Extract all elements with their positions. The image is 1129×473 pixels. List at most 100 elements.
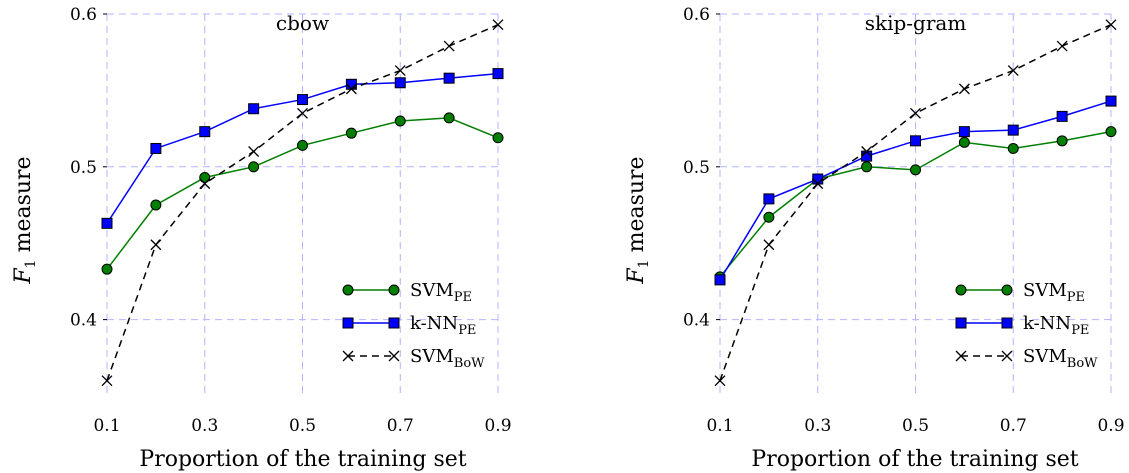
- legend-label-subscript: PE: [1067, 290, 1085, 305]
- x-tick-label: 0.3: [191, 416, 218, 436]
- chart-title: cbow: [276, 11, 329, 35]
- series-1: [101, 112, 504, 275]
- x-tick-label: 0.1: [706, 416, 733, 436]
- x-axis-label: Proportion of the training set: [751, 447, 1078, 472]
- legend-label: SVMPE: [410, 280, 472, 305]
- legend-label-name: SVM: [410, 280, 454, 301]
- y-axis-label: F1 measure: [624, 156, 652, 284]
- x-tick-label: 0.9: [484, 416, 511, 436]
- data-point: [443, 40, 455, 52]
- legend-marker: [342, 350, 354, 362]
- y-axis-label-subscript: 1: [636, 259, 652, 268]
- legend-label-name: SVM: [410, 346, 454, 367]
- series-2: [101, 68, 504, 229]
- data-point: [763, 193, 775, 205]
- x-tick-label: 0.7: [1000, 416, 1027, 436]
- legend-marker: [388, 317, 400, 329]
- data-point: [199, 126, 211, 138]
- x-tick-label: 0.1: [93, 416, 120, 436]
- legend-marker: [342, 317, 354, 329]
- data-point: [150, 239, 162, 251]
- data-point: [101, 375, 113, 387]
- data-point: [812, 173, 824, 185]
- data-point: [763, 211, 775, 223]
- data-point: [812, 178, 824, 190]
- data-point: [443, 112, 455, 124]
- series-3: [101, 19, 504, 387]
- legend-label-subscript: PE: [454, 290, 472, 305]
- x-tick-label: 0.5: [902, 416, 929, 436]
- data-point: [345, 127, 357, 139]
- data-point: [492, 19, 504, 31]
- data-point: [492, 68, 504, 80]
- data-point: [394, 115, 406, 127]
- data-point: [101, 217, 113, 229]
- data-point: [861, 161, 873, 173]
- legend-item: SVMBoW: [342, 346, 485, 371]
- x-tick-label: 0.7: [387, 416, 414, 436]
- legend-label-name: k-NN: [410, 313, 458, 334]
- x-tick-label: 0.9: [1097, 416, 1124, 436]
- data-point: [1105, 95, 1117, 107]
- legend-marker: [1001, 284, 1013, 296]
- data-point: [492, 132, 504, 144]
- data-point: [297, 94, 308, 106]
- legend-marker: [1001, 317, 1013, 329]
- y-tick-label: 0.4: [683, 311, 710, 331]
- y-axis-label-rest: measure: [11, 156, 36, 259]
- data-point: [1007, 124, 1019, 136]
- data-point: [297, 139, 308, 151]
- data-point: [910, 164, 921, 176]
- legend-label: k-NNPE: [410, 313, 476, 338]
- data-point: [345, 83, 357, 95]
- data-point: [443, 72, 455, 84]
- data-point: [763, 239, 775, 251]
- series-line: [719, 24, 1112, 381]
- data-point: [1105, 19, 1117, 31]
- data-point: [394, 77, 406, 89]
- data-point: [101, 263, 113, 275]
- y-axis-label-rest: measure: [624, 156, 649, 259]
- data-point: [199, 171, 211, 183]
- legend-marker: [1001, 350, 1013, 362]
- legend-marker: [955, 350, 967, 362]
- x-tick-label: 0.5: [289, 416, 316, 436]
- data-point: [150, 142, 162, 154]
- legend-item: k-NNPE: [342, 313, 476, 338]
- legend-label-subscript: PE: [458, 323, 476, 338]
- legend-label-name: SVM: [1023, 346, 1067, 367]
- data-point: [1056, 135, 1068, 147]
- y-tick-label: 0.6: [70, 5, 97, 25]
- series-3: [714, 19, 1117, 387]
- y-tick-label: 0.5: [683, 158, 710, 178]
- y-axis-label-subscript: 1: [23, 259, 39, 268]
- data-point: [394, 65, 406, 76]
- data-point: [248, 103, 260, 115]
- legend-label: k-NNPE: [1023, 313, 1089, 338]
- data-point: [150, 199, 162, 211]
- series-line: [106, 24, 499, 381]
- y-axis-label-main: F: [624, 268, 649, 285]
- data-point: [958, 136, 970, 148]
- legend-item: SVMPE: [955, 280, 1085, 305]
- chart-title: skip-gram: [865, 11, 967, 35]
- legend-label-subscript: BoW: [1067, 356, 1098, 371]
- legend-marker: [342, 284, 354, 296]
- data-point: [1056, 40, 1068, 52]
- legend-label: SVMPE: [1023, 280, 1085, 305]
- data-point: [910, 135, 921, 147]
- data-point: [958, 83, 970, 95]
- x-axis-label: Proportion of the training set: [139, 447, 466, 472]
- y-axis-label: F1 measure: [11, 156, 39, 284]
- legend-label-subscript: PE: [1071, 323, 1089, 338]
- legend-label-subscript: BoW: [454, 356, 485, 371]
- data-point: [714, 274, 726, 286]
- data-point: [1056, 110, 1068, 122]
- legend-item: k-NNPE: [955, 313, 1089, 338]
- y-axis-label-main: F: [11, 268, 36, 285]
- data-point: [1007, 142, 1019, 154]
- data-point: [248, 161, 260, 173]
- y-tick-label: 0.5: [70, 158, 97, 178]
